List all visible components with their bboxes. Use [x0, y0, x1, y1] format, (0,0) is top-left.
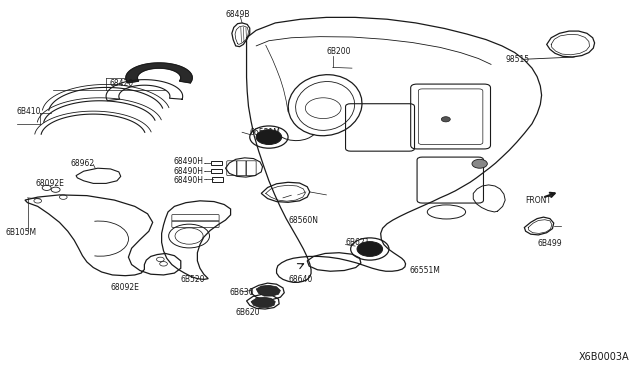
Text: 6B620: 6B620: [236, 308, 260, 317]
Circle shape: [472, 159, 487, 168]
Text: 6B105M: 6B105M: [6, 228, 37, 237]
Text: 98515: 98515: [505, 55, 529, 64]
Text: 68490H: 68490H: [173, 167, 203, 176]
Text: 68490H: 68490H: [173, 176, 203, 185]
Text: 66551M: 66551M: [250, 128, 280, 137]
Polygon shape: [256, 285, 280, 296]
Circle shape: [256, 130, 282, 144]
Text: 68962: 68962: [71, 158, 95, 167]
Text: 6B410: 6B410: [17, 108, 41, 116]
Text: FRONT: FRONT: [525, 196, 552, 205]
Text: 68420: 68420: [109, 79, 133, 88]
Text: 6B630: 6B630: [229, 288, 254, 297]
Text: 6B499: 6B499: [537, 239, 562, 248]
Polygon shape: [251, 297, 275, 308]
Circle shape: [357, 241, 383, 256]
Text: X6B0003A: X6B0003A: [579, 352, 630, 362]
Circle shape: [442, 117, 451, 122]
Text: 68092E: 68092E: [111, 283, 140, 292]
Text: 66551M: 66551M: [410, 266, 440, 275]
Text: 6B520: 6B520: [180, 275, 205, 284]
Polygon shape: [126, 63, 192, 83]
Text: 68560N: 68560N: [288, 216, 318, 225]
Text: 6B200: 6B200: [326, 47, 351, 56]
Text: 6849B: 6849B: [225, 10, 250, 19]
Text: 68490H: 68490H: [173, 157, 203, 166]
Text: 6B621: 6B621: [346, 238, 370, 247]
Text: 68092E: 68092E: [36, 179, 65, 187]
Text: 68640: 68640: [288, 275, 312, 284]
